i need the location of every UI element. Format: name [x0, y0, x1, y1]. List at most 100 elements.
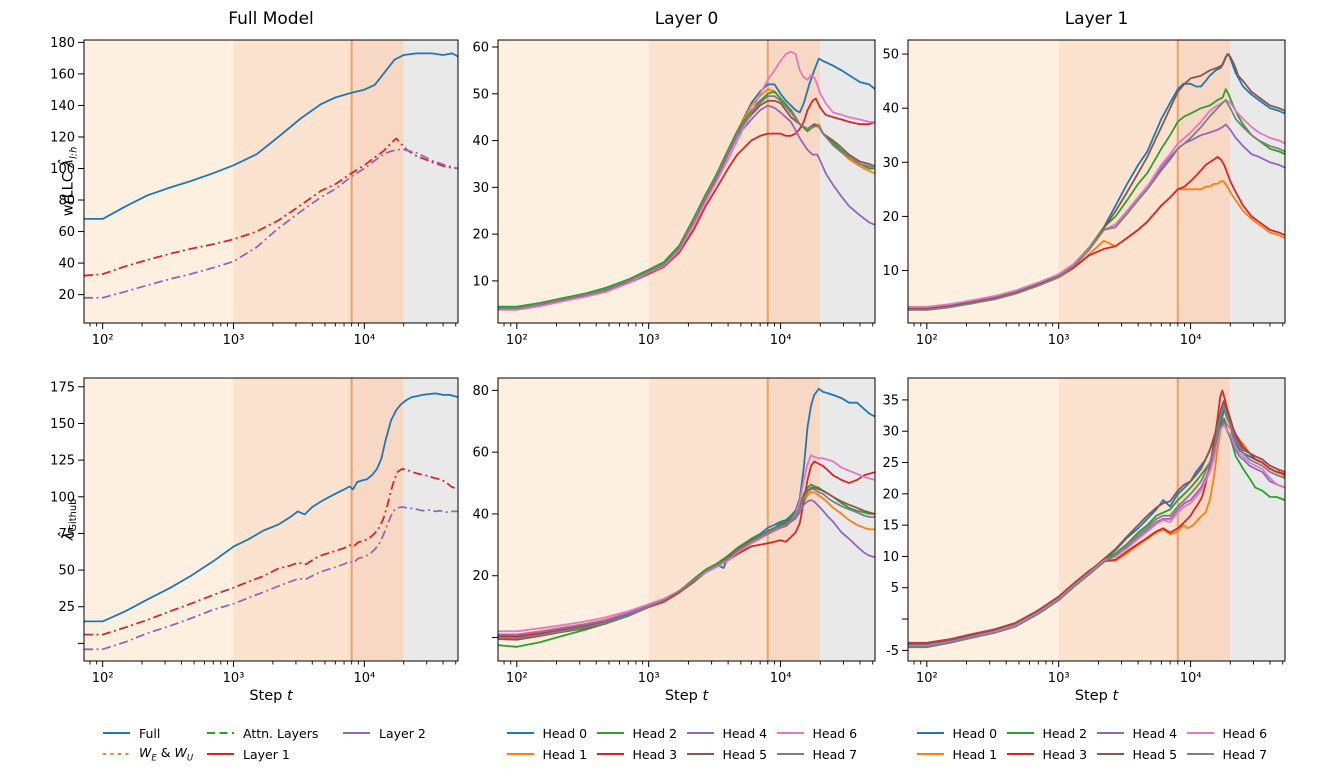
legend-line-swatch — [1006, 731, 1034, 735]
text-segment: t — [1112, 688, 1119, 704]
band-region — [1230, 378, 1285, 661]
y-tick-label: 10 — [472, 274, 489, 289]
x-tick-label: 10⁴ — [1180, 333, 1202, 348]
band-region — [233, 40, 352, 323]
y-tick-label: 125 — [50, 454, 75, 469]
series-line-head-7 — [498, 488, 875, 639]
series-group — [498, 387, 875, 648]
x-tick-label: 10³ — [638, 333, 660, 348]
text-segment: Head 0 — [542, 725, 588, 741]
text-segment: Layer 2 — [379, 725, 426, 741]
x-tick-label: 10⁴ — [770, 671, 792, 686]
legend-line-swatch — [596, 731, 624, 735]
legend-item: Layer 2 — [343, 724, 439, 742]
x-tick-label: 10² — [916, 671, 938, 686]
text-segment: l:h — [68, 146, 80, 159]
y-tick-label: 35 — [882, 393, 899, 408]
legend-line-swatch — [1096, 752, 1124, 756]
series-line-layer-1 — [84, 468, 458, 636]
text-segment: W — [139, 744, 152, 760]
legend-item: WE & WU — [103, 745, 207, 763]
text-segment: Head 2 — [1042, 725, 1088, 741]
series-group — [908, 53, 1285, 311]
series-line-head-5 — [908, 53, 1285, 310]
legend-label: Head 7 — [813, 747, 858, 762]
y-tick-label: 80 — [58, 194, 75, 209]
series-group — [498, 50, 875, 311]
text-segment: Github — [68, 498, 80, 532]
y-tick-label: 100 — [50, 162, 75, 177]
legend-item: Head 3 — [1006, 745, 1097, 763]
series-line-head-7 — [908, 99, 1285, 311]
legend-label: Head 6 — [1223, 726, 1268, 741]
legend-label: Head 3 — [633, 747, 678, 762]
axes-frame — [83, 39, 459, 324]
y-tick-label: 100 — [50, 490, 75, 505]
y-tick-label: 60 — [58, 225, 75, 240]
x-axis-label-layer1-github: Step t — [908, 688, 1285, 704]
y-tick-label: 40 — [882, 102, 899, 117]
legend-label: Head 7 — [1223, 747, 1268, 762]
legend-row: Full Attn. Layers Layer 2 — [103, 724, 439, 742]
series-line-head-7 — [498, 95, 875, 310]
axes-frame — [907, 39, 1286, 324]
band-region — [403, 378, 458, 661]
text-segment: Head 6 — [1222, 725, 1268, 741]
text-segment: t — [702, 688, 709, 704]
band-region — [767, 40, 821, 323]
band-region — [351, 40, 404, 323]
text-segment: Step — [664, 688, 703, 704]
legend-row: Head 1 Head 3 Head 5 Head 7 — [506, 745, 867, 763]
band-region — [908, 378, 1059, 661]
axes-frame — [907, 377, 1286, 662]
legend-line-swatch — [1006, 752, 1034, 756]
y-tick-label: 120 — [50, 130, 75, 145]
legend-line-swatch — [776, 731, 804, 735]
legend-line-swatch — [207, 752, 234, 756]
plot-svg-layer1-github: 10² 10³ 10⁴ -5 5 10 15 20 25 30 35 — [882, 377, 1286, 686]
text-segment: wrLLC — [60, 167, 77, 217]
legend-item: Head 2 — [1006, 724, 1097, 742]
band-region — [1230, 40, 1285, 323]
legend-item: Head 1 — [506, 745, 597, 763]
text-segment: Head 3 — [1042, 746, 1088, 762]
legend-label: Head 6 — [813, 726, 858, 741]
y-tick-label: 20 — [58, 288, 75, 303]
legend-item: Head 7 — [776, 745, 867, 763]
legend-item: Head 4 — [686, 724, 777, 742]
legend-item: Layer 1 — [207, 745, 343, 763]
text-segment: Head 1 — [952, 746, 998, 762]
legend-label: Head 3 — [1043, 747, 1088, 762]
y-tick-label: 75 — [58, 527, 75, 542]
legend-item: Head 2 — [596, 724, 687, 742]
y-tick-label: -5 — [886, 644, 899, 659]
legend-label: Layer 1 — [243, 747, 290, 762]
legend-line-swatch — [686, 752, 714, 756]
band-region — [820, 40, 875, 323]
text-segment: Attn. Layers — [243, 725, 319, 741]
text-segment: λ̂ — [60, 158, 77, 168]
y-tick-label: 50 — [882, 48, 899, 63]
plot-title-full-model-wrllc: Full Model — [228, 9, 314, 29]
series-group — [908, 389, 1285, 649]
legend-line-swatch — [343, 731, 370, 735]
band-region — [84, 378, 234, 661]
legend-label: Head 1 — [543, 747, 588, 762]
legend-item: Head 3 — [596, 745, 687, 763]
series-line-layer-2 — [84, 148, 458, 299]
legend-label: Full — [139, 726, 160, 741]
legend-label: Head 5 — [1133, 747, 1178, 762]
y-tick-label: 20 — [472, 228, 489, 243]
plot-title-layer1-wrllc: Layer 1 — [1064, 9, 1129, 29]
y-tick-label: 175 — [50, 380, 75, 395]
legend-item: Head 5 — [1096, 745, 1187, 763]
legend-item: Head 6 — [1186, 724, 1277, 742]
text-segment: Head 3 — [632, 746, 678, 762]
text-segment: Layer 1 — [243, 746, 290, 762]
y-tick-label: 180 — [50, 36, 75, 51]
legend-line-swatch — [1186, 731, 1214, 735]
legend-label: Head 0 — [953, 726, 998, 741]
text-segment: Head 0 — [952, 725, 998, 741]
legend-label: Head 2 — [1043, 726, 1088, 741]
y-tick-label: 60 — [472, 446, 489, 461]
